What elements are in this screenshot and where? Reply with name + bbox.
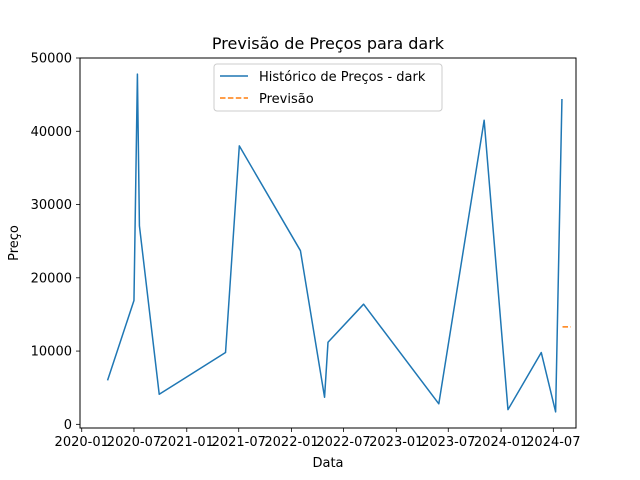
x-tick-label: 2023-07 [421, 435, 475, 450]
x-tick-label: 2020-07 [107, 435, 161, 450]
y-tick-label: 30000 [31, 198, 72, 213]
series-line-history [106, 73, 563, 413]
x-axis: 2020-012020-072021-012021-072022-012022-… [55, 428, 580, 450]
x-tick-label: 2022-01 [264, 435, 318, 450]
x-tick-label: 2024-07 [526, 435, 580, 450]
x-tick-label: 2022-07 [316, 435, 370, 450]
y-axis: 0 10000 20000 30000 40000 50000 [31, 52, 80, 433]
y-tick-label: 50000 [31, 52, 72, 67]
series-layer [106, 73, 571, 413]
y-tick-label: 20000 [31, 271, 72, 286]
legend: Histórico de Preços - dark Previsão [213, 63, 443, 112]
legend-box [213, 63, 443, 112]
x-tick-label: 2023-01 [369, 435, 423, 450]
chart-title: Previsão de Preços para dark [212, 34, 445, 53]
x-axis-label: Data [312, 456, 343, 471]
x-tick-label: 2021-07 [212, 435, 266, 450]
legend-label-forecast: Previsão [259, 92, 314, 107]
plot-area-frame [79, 57, 577, 429]
y-tick-label: 10000 [31, 345, 72, 360]
x-tick-label: 2024-01 [474, 435, 528, 450]
y-axis-label: Preço [7, 225, 22, 261]
x-tick-label: 2021-01 [160, 435, 214, 450]
y-tick-label: 40000 [31, 125, 72, 140]
legend-label-history: Histórico de Preços - dark [259, 70, 426, 85]
x-tick-label: 2020-01 [55, 435, 109, 450]
y-tick-label: 0 [64, 418, 72, 433]
